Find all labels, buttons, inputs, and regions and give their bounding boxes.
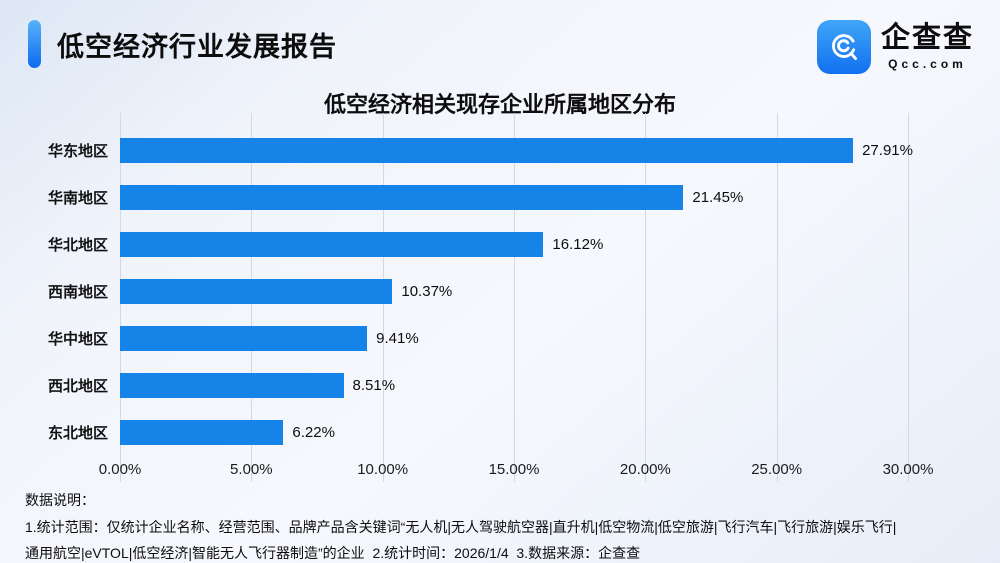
note-line-1: 1.统计范围：仅统计企业名称、经营范围、品牌产品含关键词“无人机|无人驾驶航空器… [25,519,897,535]
bar-row: 10.37% [120,268,908,315]
bar-value-label: 16.12% [552,236,604,253]
brand-name: 企查查 [880,22,974,55]
x-tick-label: 15.00% [488,461,540,478]
title-accent-bar [28,20,41,68]
bar-row: 16.12% [120,221,908,268]
bar-value-label: 6.22% [292,424,335,441]
bar-row: 8.51% [120,362,908,409]
bar [120,420,284,445]
gridline [514,113,515,482]
bar-row: 21.45% [120,174,908,221]
category-label: 东北地区 [47,425,108,442]
bar [120,232,544,257]
category-label: 西北地区 [47,378,108,395]
bar-value-label: 8.51% [352,377,396,394]
bar [120,138,854,163]
chart-title: 低空经济相关现存企业所属地区分布 [323,92,676,117]
x-tick-label: 20.00% [619,461,671,478]
plot-area: 27.91% 21.45% 16.12% 10.37% 9.41% 8.51% 6.22% … [99,113,934,482]
y-axis-labels: 华东地区华南地区华北地区西南地区华中地区西北地区东北地区 [25,127,120,482]
bar-row: 9.41% [120,315,908,362]
bar-value-label: 9.41% [376,330,419,347]
bar-row: 27.91% [120,127,913,174]
gridline [645,113,647,482]
data-notes: 数据说明： 1.统计范围：仅统计企业名称、经营范围、品牌产品含关键词“无人机|无… [0,482,1000,563]
x-axis: 0.00% 5.00% 10.00% 15.00% 20.00% 25.00% 30.00% [99,461,934,482]
x-tick-label: 30.00% [882,461,934,478]
category-label: 华北地区 [47,237,108,254]
category-label: 华南地区 [47,190,108,207]
gridline [776,113,778,482]
category-label: 西南地区 [47,284,108,301]
bar [120,373,344,398]
header-title-group: 低空经济行业发展报告 [28,20,337,68]
qcc-logo-icon [816,20,871,74]
qcc-logo-text: 企查查 Qcc.com [880,22,974,71]
x-tick-label: 10.00% [357,461,409,478]
bar-row: 6.22% [120,409,908,456]
x-tick-label: 25.00% [751,461,803,478]
gridline [908,113,909,482]
x-tick-label: 0.00% [98,461,142,478]
bar-chart: 华东地区华南地区华北地区西南地区华中地区西北地区东北地区 27.91% 21.45… [0,113,1000,482]
x-tick-label: 5.00% [230,461,273,478]
bar [120,279,393,304]
report-title: 低空经济行业发展报告 [57,31,337,62]
bar-value-label: 21.45% [692,189,744,206]
notes-title: 数据说明： [25,492,95,508]
header: 低空经济行业发展报告 企查查 Qcc.com [0,0,1000,74]
note-line-2: 通用航空|eVTOL|低空经济|智能无人飞行器制造”的企业 2.统计时间：202… [25,545,641,561]
bars-area: 27.91% 21.45% 16.12% 10.37% 9.41% 8.51% 6.22% [120,127,913,456]
bar-value-label: 27.91% [862,142,913,159]
bar [120,185,684,210]
category-label: 华中地区 [47,331,108,348]
chart-body: 华东地区华南地区华北地区西南地区华中地区西北地区东北地区 27.91% 21.45… [25,113,1000,482]
bar-value-label: 10.37% [401,283,453,300]
bar [120,326,368,351]
category-label: 华东地区 [47,143,108,160]
magnifier-icon [832,34,857,60]
brand-domain: Qcc.com [888,56,967,71]
qcc-logo: 企查查 Qcc.com [816,20,974,74]
